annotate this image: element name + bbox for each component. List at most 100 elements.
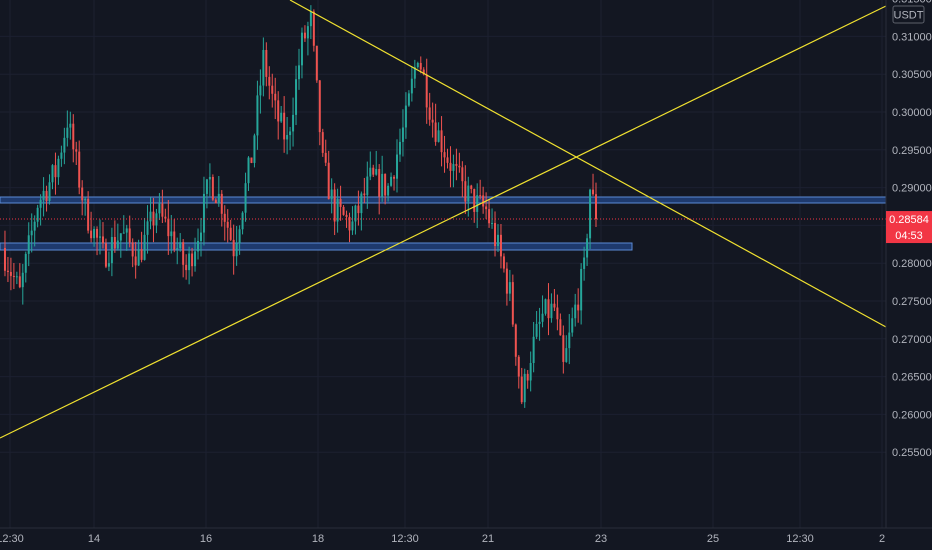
candle-body <box>137 249 140 266</box>
candle-body <box>327 162 330 200</box>
candle-body <box>300 32 303 66</box>
candle-body <box>565 348 568 362</box>
candle-body <box>87 198 90 231</box>
candle-body <box>330 189 333 200</box>
candle-body <box>30 230 33 236</box>
price-tick-label: 0.26500 <box>892 372 932 384</box>
time-tick-label: 21 <box>482 533 494 545</box>
candle-body <box>128 228 131 243</box>
time-tick-label: 12:30 <box>786 533 814 545</box>
candle-body <box>452 164 455 171</box>
candle-body <box>33 221 36 231</box>
candle-body <box>167 218 170 237</box>
candle-body <box>369 167 372 177</box>
candle-body <box>211 176 214 200</box>
candle-body <box>473 188 476 212</box>
candle-body <box>517 356 520 377</box>
bar-countdown: 04:53 <box>895 230 923 242</box>
candle-body <box>496 234 499 247</box>
candle-body <box>345 214 348 217</box>
candle-body <box>185 264 188 271</box>
candle-body <box>197 240 200 252</box>
candle-body <box>488 209 491 224</box>
candle-body <box>568 332 571 349</box>
candle-body <box>274 93 277 101</box>
candle-body <box>21 272 24 288</box>
time-tick-label: 16 <box>200 533 212 545</box>
candle-body <box>303 32 306 39</box>
price-tick-label: 0.28000 <box>892 258 932 270</box>
candle-body <box>464 181 467 202</box>
candle-body <box>36 207 39 222</box>
descending-trendline[interactable] <box>289 0 887 328</box>
candle-body <box>158 203 161 214</box>
candle-body <box>84 198 87 201</box>
time-tick-label: 12:30 <box>391 533 419 545</box>
candle-body <box>140 249 143 260</box>
candle-body <box>191 253 194 267</box>
candle-body <box>75 149 78 152</box>
price-tick-label: 0.30000 <box>892 107 932 119</box>
currency-label: USDT <box>894 10 924 22</box>
candle-body <box>143 234 146 260</box>
candle-body <box>119 233 122 241</box>
candle-body <box>250 157 253 163</box>
currency-badge[interactable] <box>892 5 925 24</box>
candle-body <box>502 256 505 269</box>
candle-body <box>220 193 223 214</box>
candle-body <box>375 168 378 175</box>
candle-body <box>66 127 69 138</box>
candle-body <box>125 228 128 233</box>
candle-body <box>39 199 42 208</box>
candle-body <box>514 324 517 357</box>
candle-body <box>12 275 15 278</box>
time-tick-label: 25 <box>707 533 719 545</box>
candle-body <box>479 195 482 197</box>
candle-body <box>455 164 458 166</box>
candle-body <box>505 268 508 294</box>
candle-body <box>348 216 351 231</box>
candle-body <box>470 185 473 189</box>
candle-body <box>440 130 443 153</box>
time-axis[interactable] <box>0 528 932 550</box>
time-tick-label: 12:30 <box>0 533 24 545</box>
candle-body <box>571 318 574 333</box>
candles-layer <box>3 5 597 408</box>
candle-body <box>461 167 464 182</box>
candle-body <box>342 206 345 215</box>
candle-body <box>494 223 497 247</box>
candle-body <box>24 253 27 273</box>
candle-body <box>544 299 547 314</box>
candle-body <box>532 336 535 364</box>
candle-body <box>354 205 357 222</box>
time-tick-label: 14 <box>88 533 100 545</box>
candle-body <box>381 173 384 197</box>
candle-body <box>511 282 514 325</box>
candle-body <box>372 167 375 175</box>
candle-body <box>562 335 565 362</box>
candle-body <box>205 179 208 194</box>
candle-body <box>202 193 205 233</box>
candle-body <box>173 231 176 250</box>
candle-body <box>78 151 81 188</box>
candle-body <box>253 135 256 163</box>
candle-body <box>60 152 63 159</box>
resistance-zone[interactable] <box>0 196 887 204</box>
candle-body <box>3 248 6 271</box>
candle-body <box>559 319 562 336</box>
ascending-trendline[interactable] <box>0 5 887 439</box>
candle-body <box>286 135 289 140</box>
last-price-value: 0.28584 <box>889 214 929 226</box>
price-axis[interactable] <box>886 0 932 550</box>
candle-body <box>333 189 336 222</box>
candle-body <box>529 363 532 381</box>
candle-body <box>72 123 75 150</box>
candle-body <box>42 190 45 200</box>
candle-body <box>48 182 51 201</box>
support-zone[interactable] <box>0 242 633 251</box>
candle-body <box>214 199 217 204</box>
price-tick-label: 0.26000 <box>892 409 932 421</box>
candle-body <box>18 276 21 288</box>
time-tick-label: 18 <box>312 533 324 545</box>
